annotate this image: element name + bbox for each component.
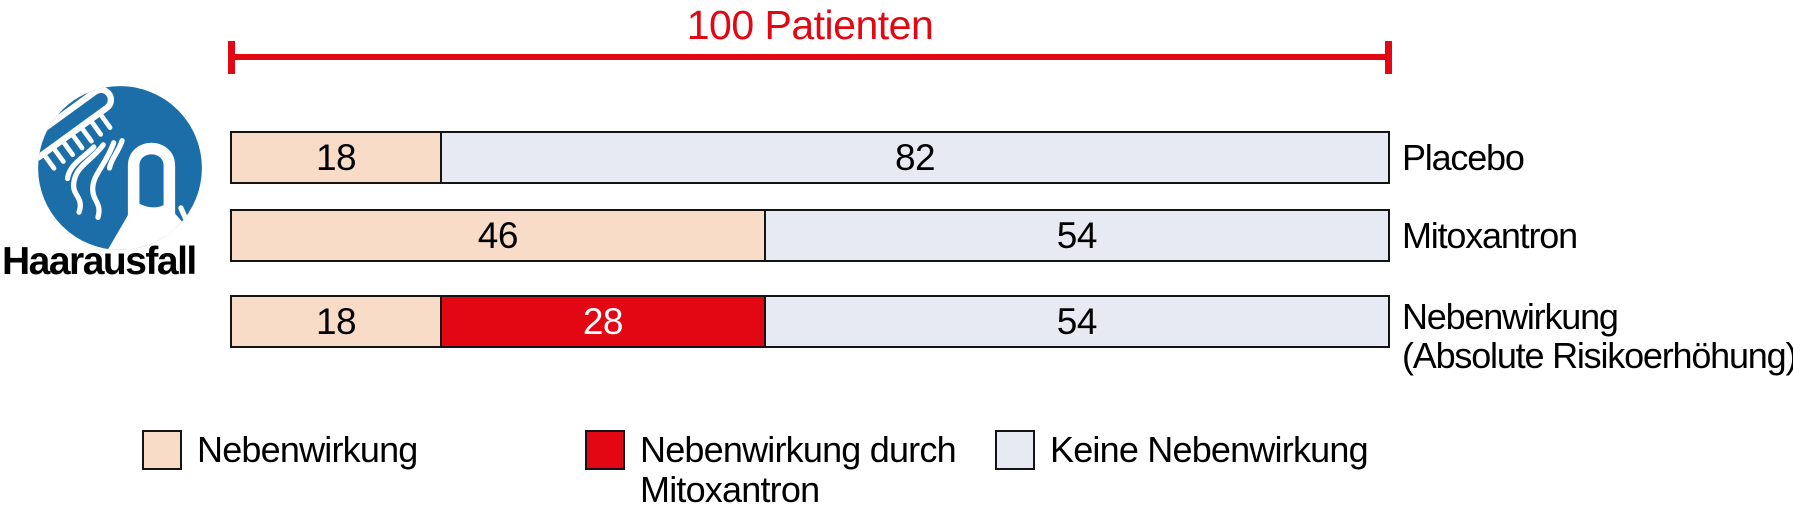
bar-label: Nebenwirkung (Absolute Risikoerhöhung): [1402, 296, 1793, 376]
bar-chart-area: 18 82 Placebo 46 54 Mitoxantron 18 28 54 Nebenwir…: [230, 0, 1793, 515]
legend-swatch: [995, 430, 1035, 470]
legend-swatch: [142, 430, 182, 470]
segment-no-side-effect: 54: [763, 211, 1388, 260]
bar-row-nebenwirkung: 18 28 54: [230, 295, 1390, 348]
bracket-tick-right: [1385, 41, 1392, 74]
bar-row-mitoxantron: 46 54: [230, 209, 1390, 262]
legend-label: Nebenwirkung durch Mitoxantron: [640, 429, 957, 510]
segment-side-effect: 18: [232, 133, 441, 182]
legend-item-drug-side-effect: Nebenwirkung durch Mitoxantron: [585, 429, 957, 510]
bracket-tick-left: [228, 41, 235, 74]
legend-label: Nebenwirkung: [197, 429, 418, 470]
icon-label-haarausfall: Haarausfall: [2, 240, 197, 283]
legend-label: Keine Nebenwirkung: [1050, 429, 1369, 470]
legend-item-no-side-effect: Keine Nebenwirkung: [995, 429, 1369, 470]
segment-no-side-effect: 82: [440, 133, 1388, 182]
bar-row-placebo: 18 82: [230, 131, 1390, 184]
legend-item-side-effect: Nebenwirkung: [142, 430, 418, 470]
bar-label: Placebo: [1402, 137, 1525, 178]
segment-no-side-effect: 54: [763, 297, 1388, 346]
hair-loss-icon: [36, 84, 204, 252]
bar-label: Mitoxantron: [1402, 215, 1578, 256]
patients-bracket-line: [230, 54, 1390, 60]
legend-swatch: [585, 430, 625, 470]
segment-side-effect: 18: [232, 297, 441, 346]
segment-drug-side-effect: 28: [440, 297, 764, 346]
chart-title: 100 Patienten: [686, 2, 934, 48]
segment-side-effect: 46: [232, 211, 764, 260]
